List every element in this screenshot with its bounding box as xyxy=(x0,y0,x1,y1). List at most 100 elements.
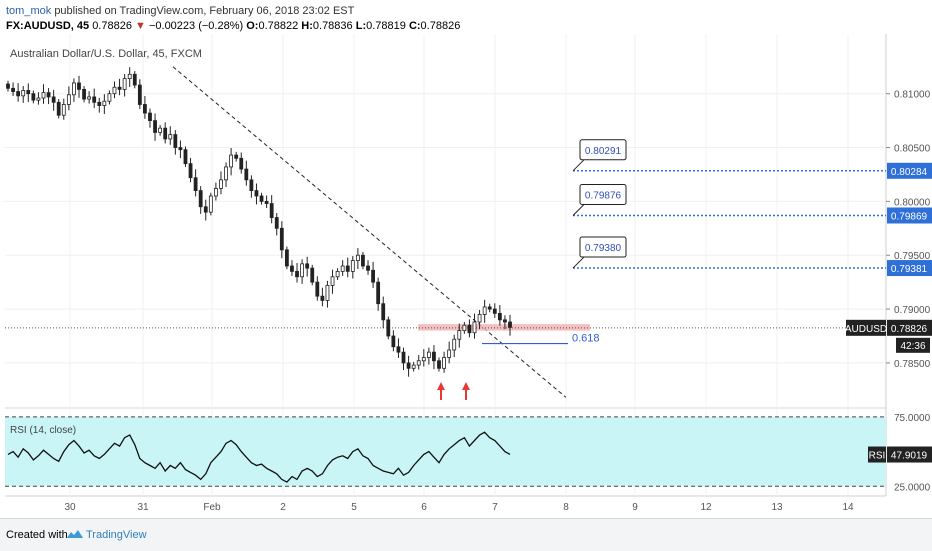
candle-body xyxy=(315,281,320,297)
symbol-label: FX:AUDUSD, 45 xyxy=(6,20,90,32)
candle-body xyxy=(482,306,487,315)
candle xyxy=(447,341,452,364)
candle xyxy=(36,92,41,105)
candle xyxy=(234,151,239,162)
candle-body xyxy=(487,306,492,310)
candle-body xyxy=(300,263,305,278)
candle xyxy=(416,354,421,370)
candle xyxy=(376,277,381,311)
last-price-badge-value: 0.78826 xyxy=(891,324,928,335)
trendline xyxy=(172,66,567,398)
rsi-title: RSI (14, close) xyxy=(10,425,76,436)
x-tick-label: 6 xyxy=(421,502,427,513)
candle xyxy=(153,113,157,141)
candle xyxy=(143,96,147,119)
candle xyxy=(269,195,274,224)
candle xyxy=(345,257,350,278)
level-axis-badge xyxy=(887,162,932,179)
countdown-value: 42:36 xyxy=(900,341,925,352)
candle xyxy=(127,67,132,88)
candle xyxy=(178,140,183,159)
candle-body xyxy=(350,260,355,272)
candle-body xyxy=(442,357,446,369)
candle-body xyxy=(396,346,401,353)
level-callout-box xyxy=(579,236,627,258)
candle xyxy=(361,252,365,270)
callout-pointer xyxy=(572,256,585,269)
chart-title: Australian Dollar/U.S. Dollar, 45, FXCM xyxy=(10,48,202,60)
candle-body xyxy=(36,97,41,101)
candle xyxy=(188,157,193,183)
candle xyxy=(168,126,173,145)
x-tick-label: 14 xyxy=(842,502,854,513)
candle xyxy=(183,146,188,167)
candle xyxy=(437,357,441,372)
candle-body xyxy=(421,357,426,362)
symbol-badge xyxy=(846,319,886,336)
tradingview-brand-link[interactable]: TradingView xyxy=(86,529,147,541)
candle xyxy=(51,89,56,111)
candle-body xyxy=(173,134,178,148)
candle xyxy=(330,269,335,294)
candle xyxy=(107,90,112,105)
last-price: 0.78826 xyxy=(92,20,132,32)
candle xyxy=(300,259,305,284)
candle xyxy=(87,91,92,104)
candle-body xyxy=(61,104,66,116)
candle xyxy=(61,98,66,120)
candle-body xyxy=(26,90,31,95)
candle-body xyxy=(77,82,81,90)
candle-body xyxy=(117,86,122,90)
candle xyxy=(497,304,502,326)
candle-body xyxy=(11,87,15,92)
candle-body xyxy=(305,263,310,269)
level-callout-value: 0.80291 xyxy=(585,146,622,157)
candle xyxy=(487,303,492,313)
candle-body xyxy=(340,265,345,272)
candle-body xyxy=(92,96,97,103)
candle-body xyxy=(467,324,472,334)
candle-body xyxy=(381,303,386,321)
created-with-text: Created with xyxy=(6,529,68,541)
author-link[interactable]: tom_mok xyxy=(6,5,52,17)
candle xyxy=(56,99,61,119)
x-tick-label: 30 xyxy=(64,502,76,513)
candle-body xyxy=(462,324,467,332)
x-tick-label: 13 xyxy=(771,502,783,513)
candle xyxy=(391,330,396,352)
candle xyxy=(148,108,152,128)
candle-body xyxy=(97,101,102,106)
candle-body xyxy=(56,101,61,116)
change-arrow-icon: ▼ xyxy=(135,20,146,32)
candle xyxy=(193,169,198,197)
candle xyxy=(46,88,51,105)
rsi-band xyxy=(5,416,886,487)
close-value: 0.78826 xyxy=(420,20,461,32)
candle xyxy=(421,349,426,367)
candle xyxy=(432,345,436,370)
level-callout-value: 0.79380 xyxy=(585,243,622,254)
candle xyxy=(163,122,168,144)
publish-text: published on TradingView.com, February 0… xyxy=(54,5,355,17)
close-label: C: xyxy=(408,20,421,32)
candle xyxy=(290,260,294,276)
candle-body xyxy=(406,362,411,369)
candle-body xyxy=(87,96,92,100)
candle xyxy=(426,347,431,365)
candle-body xyxy=(21,90,26,97)
chart-area[interactable]: 0.618 0.80291 0.79876 0.79380 30 31 Feb 2 5 6 7 8 9… xyxy=(0,34,932,518)
candle xyxy=(254,183,259,205)
candle xyxy=(92,88,97,109)
chart-header: tom_mok published on TradingView.com, Fe… xyxy=(0,0,932,34)
candle-body xyxy=(137,84,142,105)
candle-body xyxy=(6,83,10,89)
price-overlays: 0.618 0.80291 0.79876 0.79380 xyxy=(5,66,886,400)
candle-body xyxy=(477,314,482,323)
candle-body xyxy=(437,360,441,369)
candle-body xyxy=(457,330,462,340)
red-arrow-icon xyxy=(462,382,470,400)
candle-body xyxy=(107,93,112,102)
candle-body xyxy=(183,149,188,165)
candle-body xyxy=(401,351,406,364)
ohlc-info: FX:AUDUSD, 45 0.78826 ▼ −0.00223 (−0.28%… xyxy=(6,20,460,32)
